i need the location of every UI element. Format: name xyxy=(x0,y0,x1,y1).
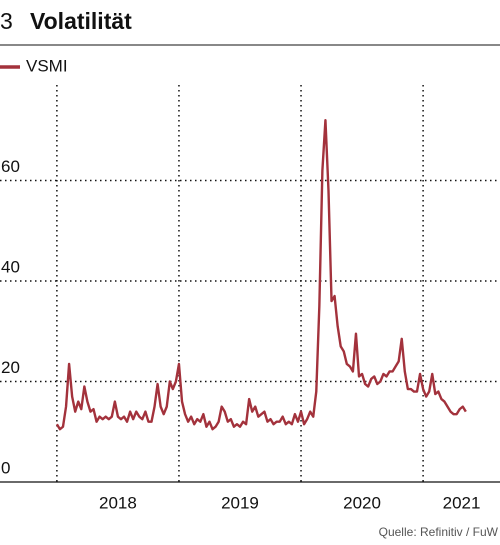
x-tick-label: 2018 xyxy=(99,493,137,512)
y-tick-label: 40 xyxy=(1,257,20,276)
source: Quelle: Refinitiv / FuW xyxy=(379,525,499,539)
y-tick-label: 0 xyxy=(1,458,10,477)
y-tick-label: 60 xyxy=(1,157,20,176)
x-tick-label: 2019 xyxy=(221,493,259,512)
legend-label: VSMI xyxy=(26,56,68,75)
chart-title: Volatilität xyxy=(30,8,132,34)
y-tick-label: 20 xyxy=(1,358,20,377)
line xyxy=(55,118,467,431)
chart-number: 3 xyxy=(0,8,13,34)
x-tick-label: 2020 xyxy=(343,493,381,512)
x-tick-label: 2021 xyxy=(443,493,481,512)
